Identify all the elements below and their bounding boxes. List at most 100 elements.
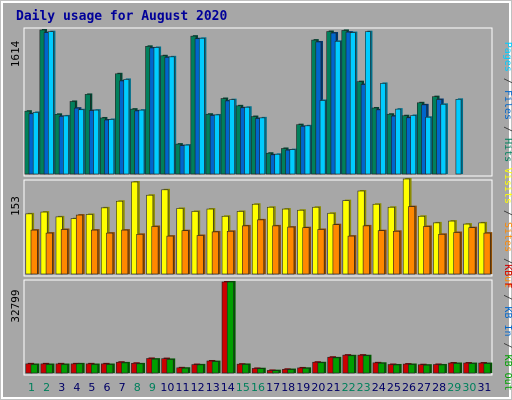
panel-2-legend-part-2: / [502, 204, 512, 222]
panel-1-pages-bar-24 [380, 83, 386, 175]
x-tick-label-7: 7 [119, 381, 126, 394]
panel-2-sites-bar-23 [362, 225, 370, 275]
x-tick-label-3: 3 [58, 381, 65, 394]
panel-2-sites-bar-26 [408, 206, 416, 275]
panel-1-pages-bar-29 [455, 99, 462, 175]
panel-2-sites-bar-11 [181, 230, 189, 275]
panel-1-pages-bar-2 [47, 31, 54, 175]
panel-1-legend: Pages / Files / Hits [502, 42, 512, 162]
panel-1-pages-bar-6 [108, 119, 115, 175]
panel-3-legend-part-5: KB Out [502, 355, 512, 391]
x-tick-label-10: 10 [160, 381, 174, 394]
x-tick-label-6: 6 [104, 381, 111, 394]
x-tick-label-25: 25 [387, 381, 401, 394]
panel-3-kb-out-bar-31 [483, 363, 491, 374]
panel-2-sites-bar-14 [226, 231, 234, 275]
x-tick-label-14: 14 [221, 381, 235, 394]
x-axis-labels: 1 2 3 4 5 6 7 8 9 10 11 12 13 14 15 16 17 18 19 20 21 22 23 24 2… [28, 381, 491, 394]
panel-2-sites-bar-9 [151, 226, 159, 275]
panel-3-kb-out-bar-24 [377, 362, 385, 374]
panel-2-sites-bar-21 [332, 224, 340, 275]
panel-1-pages-bar-15 [244, 106, 250, 175]
panel-2: 153 Visits / Sites / Out [9, 168, 512, 288]
panel-1-pages-bar-18 [289, 149, 296, 175]
chart-title: Daily usage for August 2020 [16, 9, 227, 24]
panel-2-sites-bar-22 [347, 235, 355, 275]
x-tick-label-18: 18 [281, 381, 295, 394]
panel-1-legend-part-5: Hits [502, 138, 512, 162]
panel-3-kb-out-bar-8 [136, 363, 144, 374]
panel-2-sites-bar-17 [272, 225, 280, 275]
panel-2-sites-bar-13 [211, 231, 219, 275]
panel-2-legend: Visits / Sites / Out [502, 168, 512, 288]
x-tick-label-26: 26 [402, 381, 416, 394]
panel-2-sites-bar-19 [302, 227, 310, 275]
panel-1-legend-part-4: / [502, 120, 512, 138]
panel-1-pages-bar-21 [334, 41, 341, 175]
x-tick-label-11: 11 [176, 381, 190, 394]
panel-2-sites-bar-18 [287, 226, 295, 275]
panel-1-pages-bar-3 [63, 115, 69, 175]
x-tick-label-1: 1 [28, 381, 35, 394]
x-tick-label-17: 17 [266, 381, 280, 394]
panel-2-sites-bar-7 [121, 229, 129, 275]
panel-3-kb-out-bar-14 [226, 281, 234, 374]
panel-1-pages-bar-20 [319, 100, 326, 175]
panel-3-kb-out-bar-16 [257, 368, 265, 374]
panel-2-sites-bar-5 [91, 229, 99, 275]
panel-2-sites-bar-4 [75, 214, 83, 275]
x-tick-label-16: 16 [251, 381, 265, 394]
panel-3-kb-out-bar-9 [151, 358, 159, 374]
panel-1-pages-bar-16 [259, 117, 266, 175]
panel-2-sites-bar-6 [106, 232, 114, 275]
panel-1-pages-bar-4 [78, 109, 84, 175]
panel-1-pages-bar-9 [153, 47, 160, 175]
panel-1-legend-part-2: / [502, 72, 512, 90]
panel-3-legend-part-3: KB In [502, 306, 512, 336]
panel-2-sites-bar-12 [196, 235, 204, 275]
panel-3-kb-out-bar-26 [408, 364, 416, 374]
panel-3-legend-part-1: KB F [502, 264, 512, 288]
panel-1-pages-bar-11 [183, 144, 190, 175]
panel-3-legend-part-4: / [502, 337, 512, 355]
x-tick-label-21: 21 [326, 381, 340, 394]
panel-3-kb-out-bar-25 [393, 364, 400, 374]
x-tick-label-2: 2 [43, 381, 50, 394]
x-tick-label-28: 28 [432, 381, 446, 394]
panel-1-pages-bar-23 [365, 31, 371, 175]
x-tick-label-5: 5 [88, 381, 95, 394]
panel-2-sites-bar-29 [453, 232, 461, 275]
panel-2-sites-bar-27 [423, 226, 431, 275]
panel-2-visits-bar-8 [131, 181, 139, 275]
x-tick-label-22: 22 [342, 381, 356, 394]
panel-1-pages-bar-14 [229, 99, 235, 175]
panel-1-pages-bar-13 [214, 114, 220, 175]
panel-1-pages-bar-22 [349, 32, 356, 175]
panel-3-kb-out-bar-23 [362, 355, 370, 374]
panel-1-pages-bar-28 [440, 104, 447, 175]
x-tick-label-9: 9 [149, 381, 156, 394]
panel-3-kb-out-bar-22 [347, 355, 355, 374]
panel-2-sites-bar-2 [45, 232, 53, 275]
panel-1-legend-part-3: Files [502, 90, 512, 120]
panel-2-sites-bar-15 [242, 225, 249, 275]
x-tick-label-4: 4 [73, 381, 80, 394]
panel-2-sites-bar-31 [483, 232, 491, 275]
panel-1-pages-bar-10 [168, 56, 175, 175]
panel-1-pages-bar-25 [395, 108, 401, 175]
panel-3-kb-out-bar-29 [453, 363, 461, 374]
panel-3-kb-out-bar-2 [45, 364, 53, 374]
panel-1-pages-bar-17 [274, 153, 281, 175]
panel-3-kb-out-bar-13 [211, 361, 219, 374]
panel-2-sites-bar-20 [317, 229, 325, 275]
panel-2-sites-bar-25 [393, 231, 400, 275]
panel-1: 1614 Pages / Files / Hits [9, 27, 512, 177]
panel-3-kb-out-bar-27 [423, 364, 431, 374]
panel-1-pages-bar-27 [425, 116, 432, 175]
x-tick-label-13: 13 [206, 381, 220, 394]
panel-3-kb-out-bar-20 [317, 362, 325, 374]
panel-3-kb-out-bar-12 [196, 364, 204, 374]
panel-3-kb-out-bar-17 [272, 370, 280, 374]
